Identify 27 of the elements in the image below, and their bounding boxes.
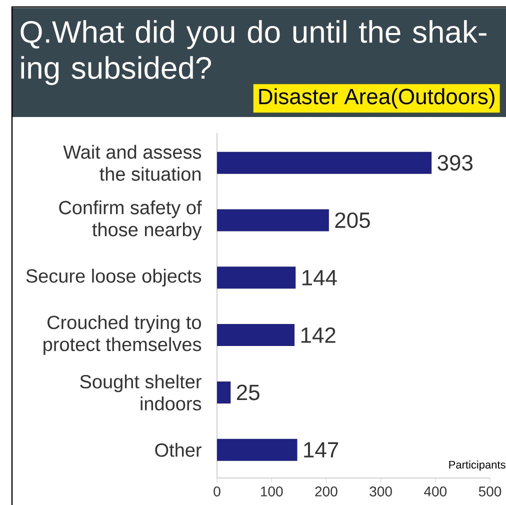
bar	[217, 324, 295, 346]
data-label: 147	[304, 442, 338, 458]
y-tick-label: Confirm safety of those nearby	[59, 200, 202, 240]
data-label: 144	[302, 270, 337, 286]
x-tick-label: 100	[260, 486, 283, 496]
chart-subtitle: Disaster Area(Outdoors)	[259, 88, 494, 109]
x-tick-label: 500	[478, 486, 502, 496]
x-axis-title: Participants	[449, 460, 506, 471]
y-tick-label: Secure loose objects	[26, 268, 202, 286]
data-label: 393	[438, 155, 473, 171]
y-tick-label: Wait and assess the situation	[63, 144, 202, 181]
y-tick-label: Crouched trying to protect themselves	[44, 315, 202, 355]
x-tick-label: 0	[214, 486, 220, 496]
bar	[217, 152, 432, 174]
x-tick-label: 300	[370, 486, 392, 496]
chart-title: Q.What did you do until the shak-ing subsided?	[20, 20, 486, 86]
y-tick-label: Sought shelter indoors	[80, 374, 202, 410]
bar	[217, 438, 298, 461]
bar	[217, 381, 231, 404]
bar	[217, 209, 329, 232]
data-label: 25	[236, 384, 260, 400]
data-label: 205	[335, 212, 370, 228]
y-tick-label: Other	[155, 442, 202, 457]
bar	[217, 266, 296, 289]
x-tick-label: 200	[315, 486, 338, 496]
data-label: 142	[301, 327, 336, 343]
x-tick-label: 400	[424, 486, 447, 496]
